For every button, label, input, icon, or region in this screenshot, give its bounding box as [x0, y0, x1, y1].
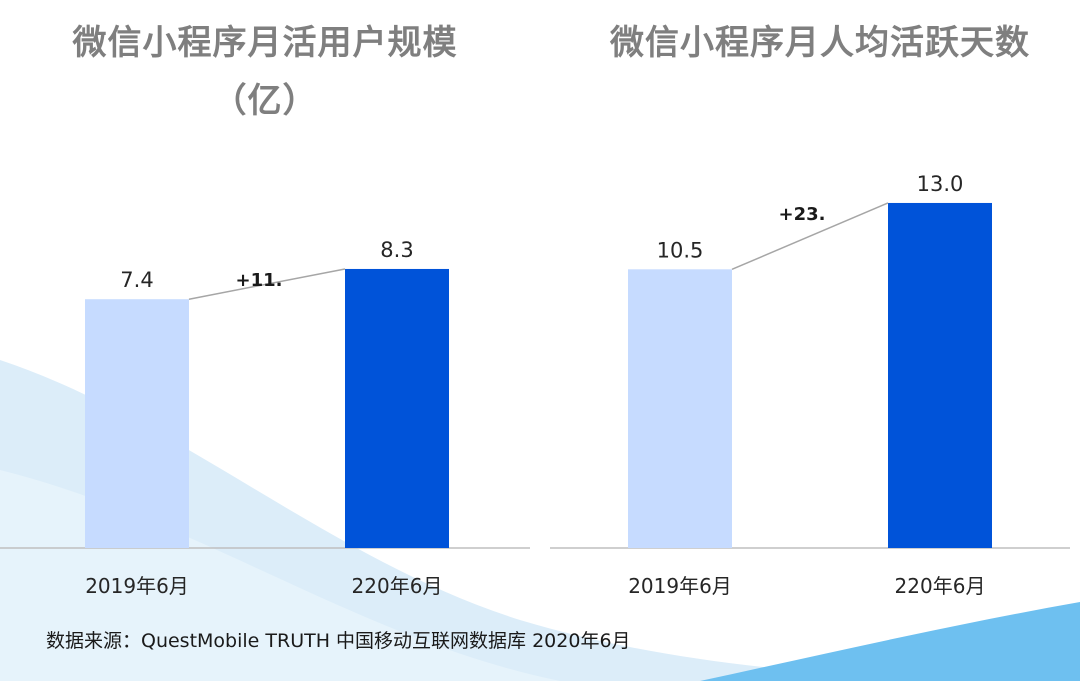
wave-blue: [700, 602, 1080, 681]
chart-title-left-text: 微信小程序月活用户规模: [72, 23, 458, 63]
chart-title-right-text: 微信小程序月人均活跃天数: [610, 23, 1030, 63]
days-bar-1: [888, 202, 992, 548]
users-category-label-1: 220年6月: [352, 574, 443, 598]
chart-title-right: 微信小程序月人均活跃天数: [560, 14, 1080, 72]
days-category-label-1: 220年6月: [895, 574, 986, 598]
days-growth-connector: [731, 202, 889, 271]
data-source-note: 数据来源：QuestMobile TRUTH 中国移动互联网数据库 2020年6…: [46, 630, 631, 652]
chart-monthly-active-users: 7.4 2019年6月 8.3 220年6月 +11.: [0, 0, 540, 620]
chart-monthly-active-users-svg: 7.4 2019年6月 8.3 220年6月 +11.: [0, 238, 530, 598]
users-category-label-0: 2019年6月: [85, 574, 189, 598]
users-bar-0: [85, 299, 189, 548]
days-category-label-0: 2019年6月: [628, 574, 732, 598]
days-value-label-1: 13.0: [917, 172, 964, 196]
days-bar-0: [628, 269, 732, 548]
users-bar-1: [345, 268, 449, 548]
users-growth-label: +11.: [236, 270, 283, 291]
chart-avg-active-days: 10.5 2019年6月 13.0 220年6月 +23.: [540, 0, 1080, 620]
users-growth-connector: [188, 268, 346, 300]
users-value-label-1: 8.3: [380, 238, 413, 262]
chart-title-left: 微信小程序月活用户规模 （亿）: [20, 14, 510, 130]
chart-title-left-unit: （亿）: [212, 81, 318, 121]
days-growth-label: +23.: [779, 204, 826, 225]
chart-avg-active-days-svg: 10.5 2019年6月 13.0 220年6月 +23.: [550, 172, 1070, 598]
days-value-label-0: 10.5: [657, 238, 704, 262]
users-value-label-0: 7.4: [120, 268, 153, 292]
